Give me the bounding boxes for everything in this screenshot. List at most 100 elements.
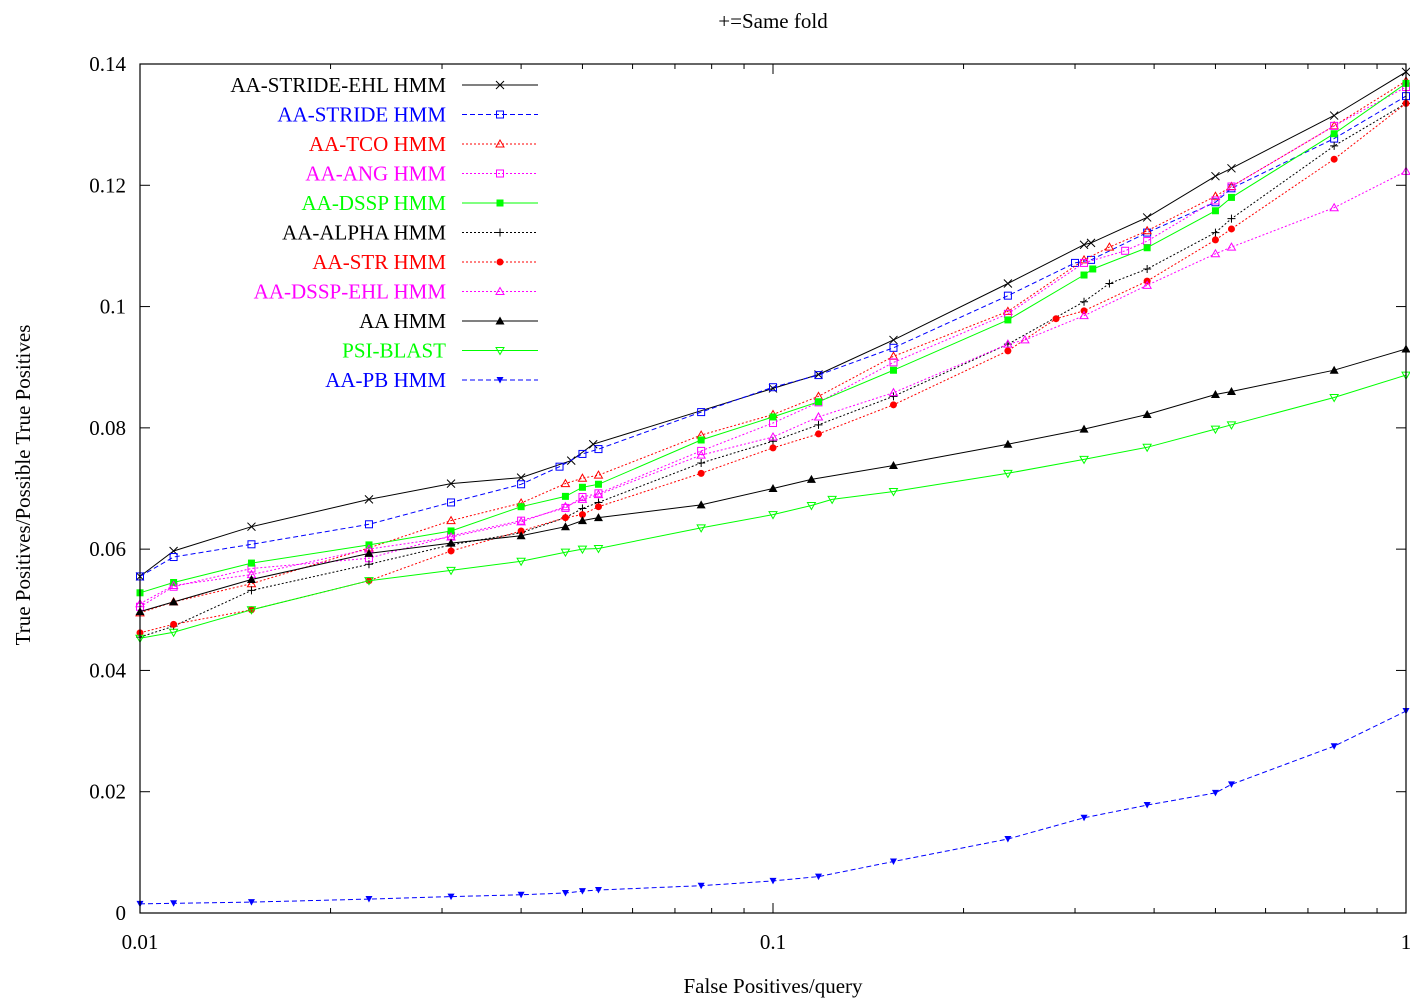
legend-label: PSI-BLAST <box>342 339 446 363</box>
legend-entry: AA-TCO HMM <box>309 132 538 156</box>
data-point <box>560 478 571 488</box>
data-point <box>696 524 707 533</box>
data-point <box>815 430 823 438</box>
data-point <box>768 511 778 520</box>
data-point <box>889 858 897 865</box>
data-point <box>446 479 456 489</box>
legend-label: AA-STR HMM <box>312 250 446 274</box>
legend-entry: AA-STRIDE HMM <box>277 103 538 127</box>
data-point <box>594 503 602 511</box>
data-point <box>516 473 526 482</box>
data-point <box>1210 191 1221 200</box>
data-point <box>769 413 777 421</box>
data-point <box>1227 182 1236 191</box>
data-point <box>588 439 598 449</box>
series-line <box>139 348 1407 613</box>
data-point <box>577 545 588 555</box>
y-tick-label: 0.04 <box>89 658 126 682</box>
data-point <box>1330 121 1339 130</box>
data-point <box>889 366 897 374</box>
data-point <box>814 371 823 380</box>
data-point <box>446 538 456 547</box>
data-point <box>169 597 179 606</box>
data-point <box>696 500 706 509</box>
axes: 0 0.02 0.04 0.06 0.08 0.1 0.12 0.14 0.01 0.1 1 <box>89 52 1410 954</box>
data-point <box>1080 814 1088 822</box>
data-point <box>246 574 256 583</box>
data-point <box>806 501 817 511</box>
legend-entry: AA-ANG HMM <box>305 162 538 186</box>
data-point <box>889 358 898 367</box>
data-point <box>516 531 526 540</box>
y-tick-label: 0.08 <box>89 416 126 440</box>
y-tick-label: 0.14 <box>89 52 126 76</box>
data-point <box>697 408 706 417</box>
data-point <box>1079 424 1089 433</box>
data-point <box>1105 279 1114 288</box>
data-point <box>170 900 178 907</box>
legend-entry: AA HMM <box>359 309 538 333</box>
data-point <box>1210 248 1221 258</box>
data-point <box>447 498 456 507</box>
data-point <box>888 488 899 497</box>
data-point <box>516 516 526 526</box>
data-point <box>594 886 602 894</box>
data-point <box>1211 196 1220 205</box>
legend-label: AA-STRIDE HMM <box>277 103 446 127</box>
data-point <box>560 522 570 531</box>
y-tick-label: 0.02 <box>89 780 126 804</box>
data-point <box>594 480 602 488</box>
data-point <box>697 469 705 477</box>
data-point <box>1080 271 1088 279</box>
legend-label: AA-ANG HMM <box>305 162 446 186</box>
series-5 <box>136 79 1410 597</box>
data-point <box>1211 789 1219 797</box>
data-point <box>1329 111 1339 120</box>
data-point <box>806 474 816 483</box>
data-point <box>1226 386 1236 395</box>
data-point <box>769 437 777 446</box>
legend-label: AA-DSSP HMM <box>301 191 446 215</box>
data-point <box>578 888 586 895</box>
data-point <box>814 420 823 429</box>
series-10 <box>135 371 1410 644</box>
data-point <box>446 566 456 576</box>
data-point <box>889 392 898 401</box>
legend: AA-STRIDE-EHL HMM AA-STRIDE HMM AA-TCO HMM… <box>230 73 538 392</box>
data-point <box>593 489 604 499</box>
data-point <box>496 110 504 119</box>
data-point <box>593 545 604 554</box>
y-tick-label: 0.1 <box>100 295 126 319</box>
y-axis-label: True Positives/Possible True Positives <box>11 325 35 646</box>
data-point <box>1143 244 1151 252</box>
data-point <box>447 527 455 535</box>
data-point <box>364 560 373 569</box>
legend-label: AA-PB HMM <box>325 368 446 392</box>
legend-entry: AA-ALPHA HMM <box>282 221 538 245</box>
data-point <box>1226 242 1237 251</box>
series-7 <box>136 99 1410 637</box>
legend-entry: AA-STRIDE-EHL HMM <box>230 73 538 97</box>
data-point <box>1086 238 1096 248</box>
data-point <box>815 398 823 406</box>
data-point <box>578 492 587 501</box>
data-point <box>1211 171 1220 181</box>
data-point <box>769 444 777 452</box>
data-point <box>577 516 587 525</box>
data-point <box>247 899 255 906</box>
data-point <box>697 882 705 890</box>
data-point <box>1003 306 1013 315</box>
series-9 <box>135 344 1410 616</box>
data-point <box>1142 280 1153 289</box>
data-point <box>1330 743 1338 750</box>
x-tick-label: 0.1 <box>760 930 786 954</box>
data-point <box>768 484 778 492</box>
data-point <box>495 138 505 148</box>
data-point <box>1227 163 1236 173</box>
data-point <box>364 548 374 557</box>
data-point <box>1079 310 1089 320</box>
data-point <box>247 540 256 549</box>
data-point <box>496 199 504 207</box>
legend-label: AA-DSSP-EHL HMM <box>254 280 447 304</box>
legend-label: AA HMM <box>359 309 446 333</box>
